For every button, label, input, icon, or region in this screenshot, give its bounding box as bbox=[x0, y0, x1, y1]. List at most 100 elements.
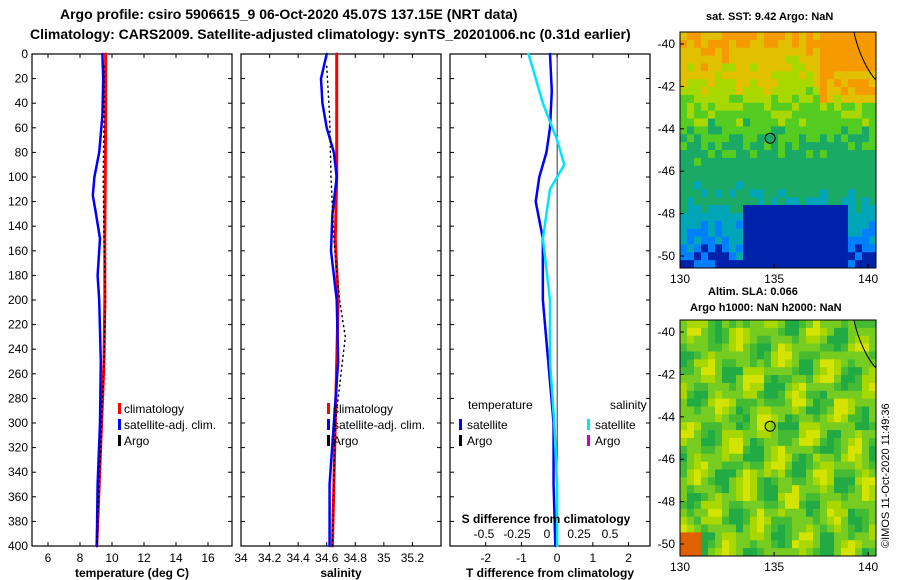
map-cell bbox=[736, 351, 744, 360]
map-cell bbox=[862, 500, 870, 510]
map-cell bbox=[855, 87, 863, 96]
map-cell bbox=[687, 134, 695, 143]
legend-label-salinity: satellite-adj. clim. bbox=[333, 418, 425, 432]
map-cell bbox=[862, 87, 870, 96]
map-cell bbox=[855, 382, 863, 392]
map-cell bbox=[764, 477, 772, 486]
map-cell bbox=[771, 157, 779, 167]
map-cell bbox=[757, 32, 765, 41]
map-cell bbox=[729, 524, 737, 533]
map-cell bbox=[799, 540, 807, 549]
map-cell bbox=[708, 398, 716, 408]
map-cell bbox=[736, 524, 744, 533]
map-cell bbox=[729, 79, 737, 88]
map-cell bbox=[869, 327, 877, 337]
map-cell bbox=[792, 493, 800, 502]
map-cell bbox=[869, 548, 877, 557]
map-cell bbox=[785, 118, 793, 127]
map-cell bbox=[680, 189, 688, 198]
map-cell bbox=[750, 94, 758, 104]
map-cell bbox=[806, 55, 814, 64]
map-cell bbox=[687, 87, 695, 96]
map-cell bbox=[792, 375, 800, 384]
map-cell bbox=[813, 367, 821, 376]
map-cell bbox=[687, 55, 695, 64]
map-cell bbox=[750, 351, 758, 360]
map-cell bbox=[687, 327, 695, 337]
map-cell bbox=[680, 461, 688, 470]
map-cell bbox=[694, 524, 702, 533]
map-cell bbox=[722, 485, 730, 494]
map-cell bbox=[785, 320, 793, 329]
map-cell bbox=[750, 359, 758, 368]
map-cell bbox=[813, 343, 821, 352]
map-cell bbox=[799, 461, 807, 470]
map-cell bbox=[771, 118, 779, 127]
map-cell bbox=[834, 252, 842, 261]
map-cell bbox=[855, 32, 863, 41]
map-cell bbox=[715, 189, 723, 198]
map-cell bbox=[862, 367, 870, 376]
map-cell bbox=[708, 414, 716, 423]
map-cell bbox=[715, 260, 723, 269]
map-cell bbox=[694, 493, 702, 502]
map-cell bbox=[736, 181, 744, 190]
map-cell bbox=[715, 382, 723, 392]
map-cell bbox=[841, 220, 849, 230]
map-cell bbox=[750, 430, 758, 439]
map-cell bbox=[799, 406, 807, 415]
map-cell bbox=[855, 55, 863, 64]
map-cell bbox=[750, 343, 758, 352]
ytick-label: 100 bbox=[8, 170, 28, 184]
map-cell bbox=[827, 461, 835, 470]
map-cell bbox=[701, 438, 709, 447]
map-cell bbox=[743, 445, 751, 455]
map-cell bbox=[750, 55, 758, 64]
map-cell bbox=[687, 244, 695, 253]
map-cell bbox=[834, 375, 842, 384]
xtick-label-salinity: 34.2 bbox=[258, 551, 282, 565]
map-cell bbox=[708, 102, 716, 112]
map-cell bbox=[729, 375, 737, 384]
map-cell bbox=[708, 375, 716, 384]
map-cell bbox=[778, 134, 786, 143]
map-cell bbox=[869, 532, 877, 541]
map-cell bbox=[750, 493, 758, 502]
map-cell bbox=[743, 477, 751, 486]
legend-label-diff: satellite bbox=[467, 418, 508, 432]
map-cell bbox=[792, 102, 800, 112]
map-cell bbox=[680, 453, 688, 463]
map-cell bbox=[764, 390, 772, 400]
map-cell bbox=[757, 500, 765, 510]
map-cell bbox=[827, 359, 835, 368]
map-cell bbox=[764, 343, 772, 352]
sst-ytick-label: -50 bbox=[658, 249, 676, 263]
map-cell bbox=[694, 461, 702, 470]
map-cell bbox=[757, 508, 765, 518]
map-cell bbox=[806, 540, 814, 549]
map-cell bbox=[771, 173, 779, 182]
map-cell bbox=[778, 485, 786, 494]
map-cell bbox=[708, 367, 716, 376]
map-cell bbox=[799, 367, 807, 376]
map-cell bbox=[799, 390, 807, 400]
map-cell bbox=[869, 94, 877, 104]
map-cell bbox=[841, 367, 849, 376]
map-cell bbox=[722, 335, 730, 345]
map-cell bbox=[680, 181, 688, 190]
map-cell bbox=[806, 445, 814, 455]
map-cell bbox=[841, 150, 849, 159]
map-cell bbox=[757, 205, 765, 214]
map-cell bbox=[750, 205, 758, 214]
map-cell bbox=[687, 382, 695, 392]
map-cell bbox=[778, 335, 786, 345]
map-cell bbox=[848, 477, 856, 486]
sla-xtick-label: 130 bbox=[670, 560, 690, 574]
map-cell bbox=[813, 430, 821, 439]
map-cell bbox=[792, 548, 800, 557]
map-cell bbox=[827, 375, 835, 384]
map-cell bbox=[799, 189, 807, 198]
map-cell bbox=[785, 236, 793, 245]
map-cell bbox=[722, 359, 730, 368]
map-cell bbox=[680, 118, 688, 127]
